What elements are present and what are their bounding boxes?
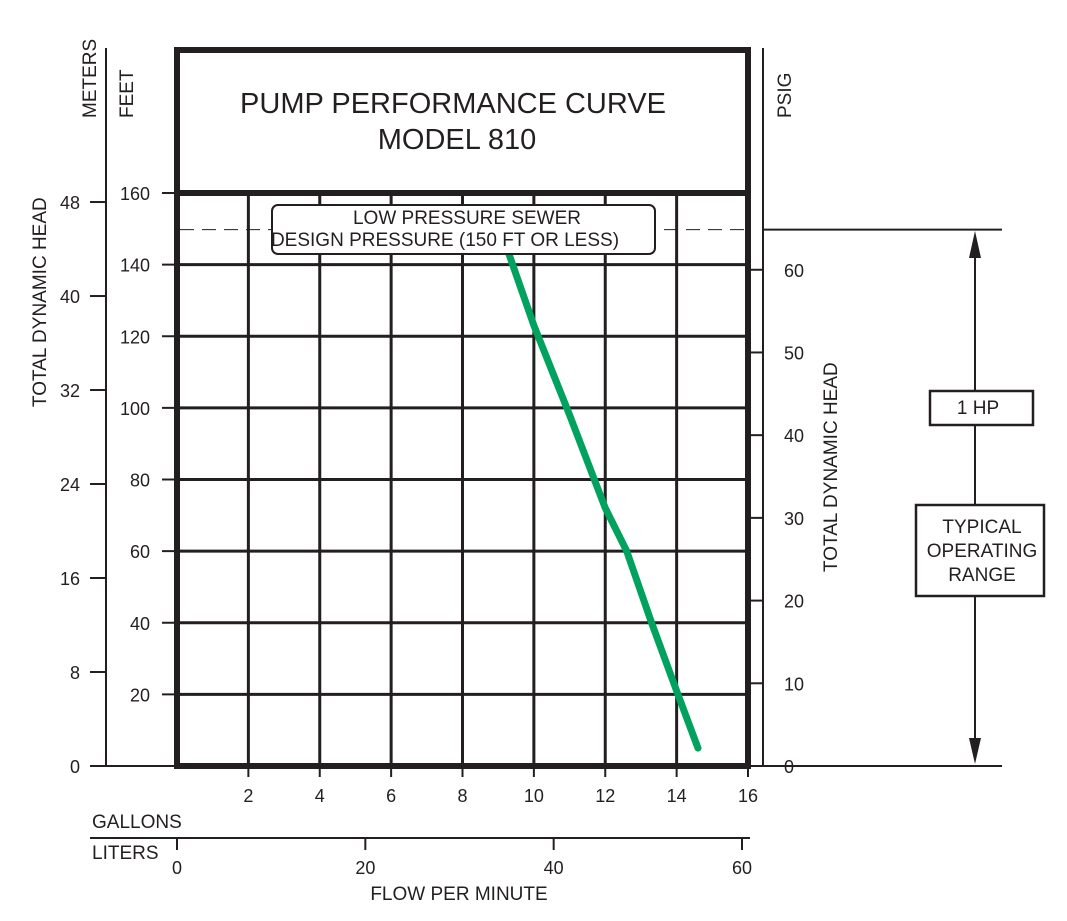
liters-tick-label: 40	[544, 858, 564, 878]
feet-tick-label: 60	[130, 542, 150, 562]
psig-tick-label: 30	[784, 509, 804, 529]
meters-tick-label: 0	[70, 757, 80, 777]
feet-unit-label: FEET	[117, 69, 138, 118]
design-pressure-line-1: LOW PRESSURE SEWER	[353, 208, 581, 229]
liters-axis-ticks: 0 20 40 60	[172, 838, 752, 878]
chart-title-line-1: PUMP PERFORMANCE CURVE	[240, 88, 666, 120]
liters-tick-label: 60	[732, 858, 752, 878]
gallons-tick-label: 2	[243, 786, 253, 806]
liters-tick-label: 0	[172, 858, 182, 878]
psig-tick-label: 40	[784, 426, 804, 446]
gallons-tick-label: 10	[524, 786, 544, 806]
right-y-axis-title: TOTAL DYNAMIC HEAD	[821, 362, 842, 572]
operating-range-line-3: RANGE	[948, 565, 1016, 586]
psig-unit-label: PSIG	[775, 73, 796, 118]
psig-axis-ticks: 0 10 20 30 40 50 60	[751, 261, 804, 777]
meters-tick-label: 24	[60, 475, 80, 495]
psig-tick-label: 10	[784, 674, 804, 694]
meters-tick-label: 32	[60, 381, 80, 401]
pump-curve-series-line	[505, 250, 702, 752]
psig-tick-label: 20	[784, 592, 804, 612]
psig-tick-label: 60	[784, 261, 804, 281]
feet-tick-label: 40	[130, 614, 150, 634]
design-pressure-line-2: DESIGN PRESSURE (150 FT OR LESS)	[271, 230, 619, 251]
meters-tick-label: 8	[70, 663, 80, 683]
feet-tick-label: 140	[120, 256, 150, 276]
meters-tick-label: 48	[60, 193, 80, 213]
operating-range-line-1: TYPICAL	[942, 517, 1021, 538]
operating-range-box	[914, 503, 1046, 598]
grid-lines	[177, 193, 748, 766]
left-y-axis-title: TOTAL DYNAMIC HEAD	[30, 197, 51, 407]
feet-axis-ticks: 20 40 60 80 100 120 140 160	[120, 184, 177, 705]
gallons-tick-label: 4	[315, 786, 325, 806]
psig-tick-label: 0	[784, 757, 794, 777]
feet-tick-label: 100	[120, 399, 150, 419]
gallons-tick-label: 8	[457, 786, 467, 806]
gallons-tick-label: 6	[386, 786, 396, 806]
operating-range-arrow-up-head	[969, 231, 981, 258]
operating-range-arrow-down-head	[969, 738, 981, 764]
feet-tick-label: 160	[120, 184, 150, 204]
meters-axis-ticks: 0 8 16 24 32 40 48	[60, 193, 106, 777]
x-axis-title: FLOW PER MINUTE	[370, 884, 547, 905]
liters-axis-label: LITERS	[92, 843, 159, 864]
operating-range-line-2: OPERATING	[927, 541, 1038, 562]
meters-unit-label: METERS	[80, 39, 101, 118]
title-box	[174, 47, 751, 196]
psig-tick-label: 50	[784, 343, 804, 363]
gallons-axis-ticks: 2 4 6 8 10 12 14 16	[243, 766, 758, 806]
hp-label-box	[928, 389, 1035, 427]
meters-tick-label: 16	[60, 569, 80, 589]
feet-tick-label: 120	[120, 327, 150, 347]
chart-title-line-2: MODEL 810	[378, 124, 537, 156]
feet-tick-label: 20	[130, 685, 150, 705]
hp-label: 1 HP	[957, 398, 999, 419]
gallons-axis-label: GALLONS	[92, 812, 182, 833]
meters-tick-label: 40	[60, 287, 80, 307]
design-pressure-box	[271, 204, 656, 255]
gallons-tick-label: 14	[667, 786, 687, 806]
gallons-tick-label: 16	[738, 786, 758, 806]
gallons-tick-label: 12	[595, 786, 615, 806]
feet-tick-label: 80	[130, 471, 150, 491]
liters-tick-label: 20	[355, 858, 375, 878]
